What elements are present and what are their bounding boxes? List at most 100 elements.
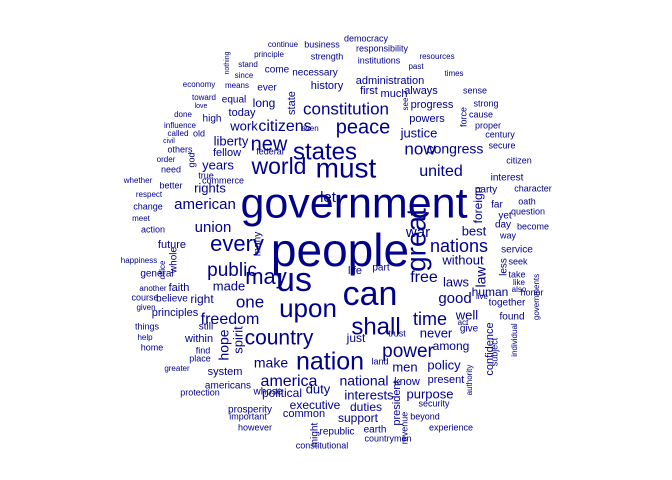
word-know: know [394,376,420,388]
word-long: long [253,96,276,110]
word-security: security [418,398,450,408]
word-democracy: democracy [344,33,389,43]
word-resources: resources [419,52,454,61]
word-character: character [514,183,552,193]
word-place: place [189,353,211,363]
word-made: made [213,278,246,293]
word-upon: upon [279,293,337,323]
word-human: human [472,285,509,299]
word-force: force [458,107,468,127]
word-world: world [251,153,307,179]
word-right: right [190,292,214,306]
word-might: might [310,423,321,448]
word-past: past [408,62,424,71]
word-shall: shall [351,313,400,340]
word-stand: stand [238,60,258,69]
word-respect: respect [136,190,163,199]
word-toward: toward [192,93,216,102]
word-beyond: beyond [410,411,440,421]
word-america: america [261,373,318,390]
word-even: even [301,124,318,133]
word-make: make [254,355,288,371]
word-ever: ever [257,83,277,94]
word-work: work [229,118,258,133]
word-strength: strength [311,51,344,61]
word-things: things [135,321,160,331]
word-never: never [420,325,453,340]
word-united: united [419,163,463,180]
word-live: live [476,292,489,301]
word-meet: meet [132,214,151,223]
word-oath: oath [518,196,536,206]
word-citizens: citizens [258,118,311,135]
word-means: means [225,81,249,90]
word-institutions: institutions [358,55,401,65]
word-question: question [511,206,545,216]
word-now: now [404,139,436,158]
word-become: become [517,221,549,231]
word-power: power [382,341,434,362]
word-just: just [346,331,366,345]
word-laws: laws [443,274,470,289]
word-can: can [343,275,398,313]
word-today: today [229,107,256,119]
word-interests: interests [344,387,394,402]
word-liberty: liberty [214,133,249,148]
word-act: act [458,318,469,327]
word-well: well [455,307,479,322]
word-far: far [491,200,503,211]
word-country: country [245,327,314,350]
word-another: another [139,284,166,293]
word-found: found [499,312,524,323]
word-earth: earth [364,425,387,436]
word-executive: executive [290,398,341,412]
word-business: business [304,39,340,49]
word-whole: whole [169,247,180,275]
word-individual: individual [510,323,519,357]
word-see: see [401,97,410,110]
word-experience: experience [429,422,473,432]
word-fellow: fellow [213,147,241,159]
word-foreign: foreign [471,187,485,224]
word-faith: faith [169,282,190,294]
word-men: men [392,359,417,374]
word-love: love [195,103,208,110]
word-nothing: nothing [224,51,231,74]
word-great: great [400,208,431,272]
word-since: since [235,71,254,80]
word-prosperity: prosperity [228,405,272,416]
word-administration: administration [356,75,424,87]
word-high: high [203,114,222,125]
word-government: government [240,179,467,227]
word-given: given [136,303,155,312]
word-life: life [348,265,362,277]
word-citizen: citizen [506,155,532,165]
word-true: true [198,170,214,180]
word-civil: civil [163,138,175,145]
word-change: change [133,201,163,211]
word-years: years [202,157,234,172]
word-new: new [251,133,288,155]
word-duties: duties [350,400,382,414]
word-sense: sense [463,85,487,95]
word-happiness: happiness [121,256,157,265]
word-need: need [161,164,181,174]
word-give: give [460,324,479,335]
word-service: service [501,245,533,256]
word-president: president [391,380,403,425]
word-every: every [210,231,264,256]
word-us: us [276,261,312,299]
word-important: important [229,411,267,421]
word-day: day [495,220,511,231]
word-policy: policy [427,357,461,372]
word-law: law [473,266,489,288]
word-countrymen: countrymen [364,433,411,443]
word-yet: yet [498,211,512,222]
word-nation: nation [296,348,364,376]
word-many: many [253,232,264,256]
word-public: public [207,260,257,281]
word-free: free [410,269,438,286]
word-political: political [262,386,302,400]
word-future: future [158,239,186,251]
word-american: american [174,196,236,213]
